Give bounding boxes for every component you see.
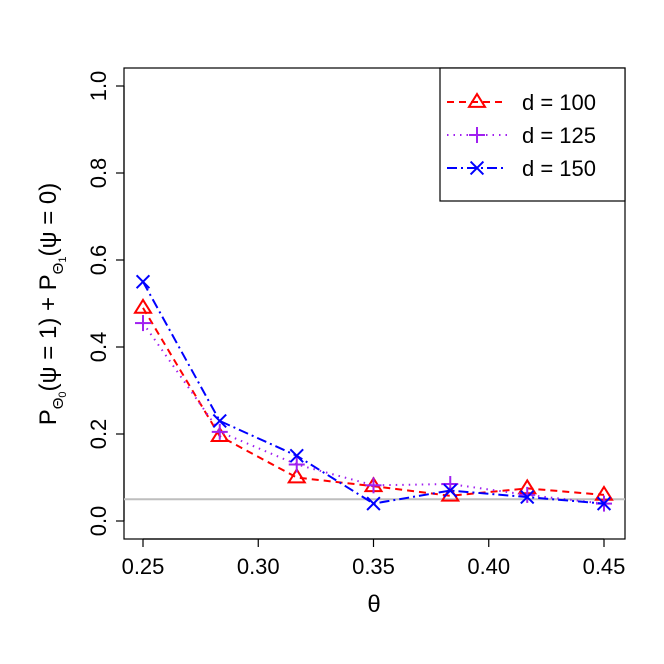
data-point-triangle (133, 298, 153, 314)
data-point-cross (443, 483, 458, 498)
y-title-p1: P (35, 274, 62, 290)
y-title-sub1: Θ (50, 263, 67, 275)
x-axis-title: θ (367, 591, 380, 618)
y-tick-label: 0.4 (86, 332, 111, 363)
y-tick-label: 0.0 (86, 506, 111, 537)
series-2 (135, 274, 612, 511)
data-point-plus (365, 477, 382, 494)
x-tick-label: 0.25 (122, 554, 165, 579)
x-tick-label: 0.30 (237, 554, 280, 579)
data-point-cross (596, 496, 612, 511)
x-axis: 0.25 0.30 0.35 0.40 0.45 (122, 538, 626, 579)
legend-label: d = 125 (522, 123, 596, 148)
data-point-cross (135, 274, 151, 289)
y-title-p0: P (35, 409, 62, 425)
y-title-sub0-index: 0 (57, 391, 69, 397)
series-line (142, 281, 605, 505)
data-point-plus (211, 423, 228, 440)
series-0 (133, 298, 614, 502)
legend-label: d = 100 (522, 90, 596, 115)
legend-item: d = 100 (447, 90, 596, 115)
data-point-triangle (286, 467, 307, 484)
legend: d = 100 d = 125 d = 150 (439, 67, 626, 202)
data-point-triangle (209, 426, 230, 443)
legend-marker-triangle (467, 92, 487, 108)
data-point-plus (135, 315, 151, 332)
y-title-sub0: Θ (50, 398, 67, 410)
x-tick-label: 0.35 (352, 554, 395, 579)
legend-marker-plus (469, 127, 485, 143)
data-point-cross (212, 413, 227, 429)
legend-item: d = 150 (447, 156, 596, 181)
series-line (142, 307, 605, 497)
y-title-sub1-index: 1 (57, 257, 69, 263)
data-point-plus (519, 486, 536, 503)
y-tick-label: 0.8 (86, 158, 111, 189)
data-point-cross (520, 489, 535, 505)
data-point-plus (288, 456, 305, 473)
x-tick-label: 0.40 (467, 554, 510, 579)
y-tick-label: 0.6 (86, 245, 111, 276)
y-axis-title: PΘ0(ψ = 1) + PΘ1(ψ = 0) (35, 183, 69, 426)
data-point-cross (366, 496, 381, 511)
y-title-mid: (ψ = 1) + (35, 290, 62, 391)
y-title-end: (ψ = 0) (35, 183, 62, 257)
legend-item: d = 125 (447, 123, 596, 148)
data-point-cross (289, 448, 304, 463)
x-tick-label: 0.45 (583, 554, 626, 579)
series-layer (133, 274, 614, 512)
legend-label: d = 150 (522, 156, 596, 181)
y-axis: 0.0 0.2 0.4 0.6 0.8 1.0 (86, 71, 125, 537)
y-tick-label: 1.0 (86, 71, 111, 102)
legend-marker-cross (469, 160, 485, 176)
y-tick-label: 0.2 (86, 419, 111, 450)
svg-text:PΘ0(ψ = 1) + PΘ1(ψ = 0): PΘ0(ψ = 1) + PΘ1(ψ = 0) (35, 183, 69, 426)
